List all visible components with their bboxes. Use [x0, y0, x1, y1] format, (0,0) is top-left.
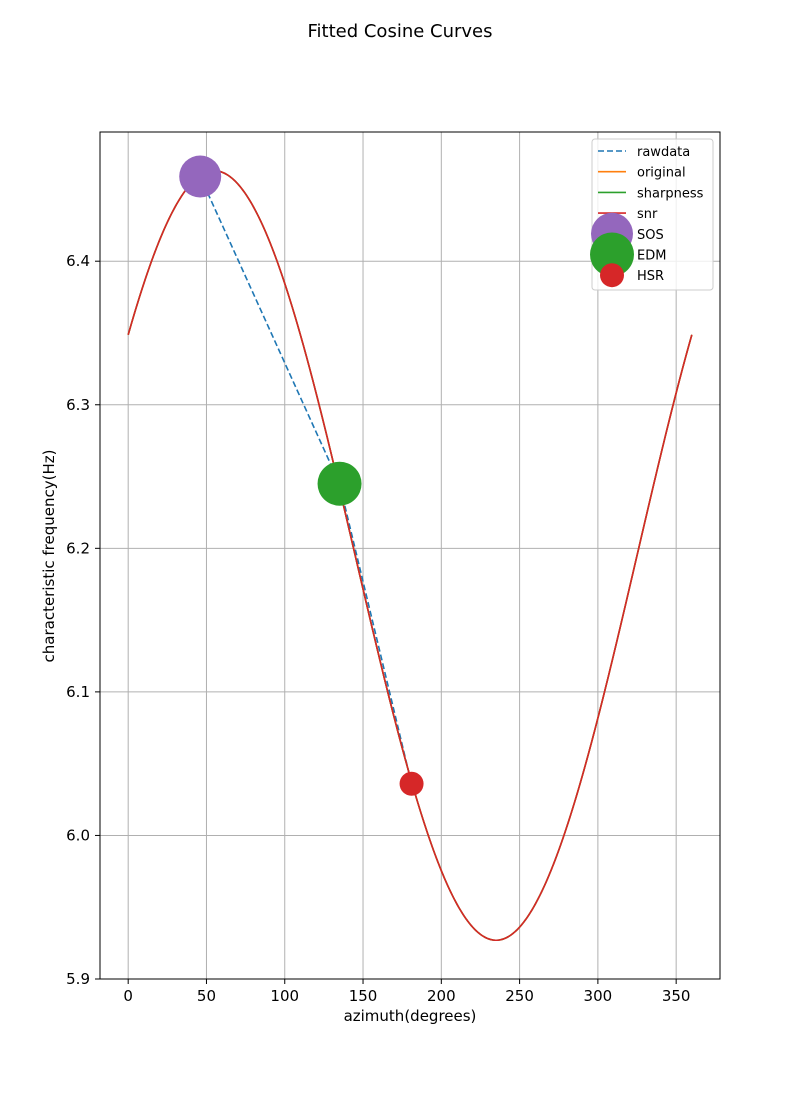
x-tick-label: 50	[197, 987, 216, 1005]
legend-swatch-hsr	[600, 263, 624, 288]
x-axis-label: azimuth(degrees)	[344, 1007, 477, 1025]
series-line-rawdata	[199, 176, 413, 784]
legend-label-original: original	[637, 166, 686, 181]
y-axis-label: characteristic frequency(Hz)	[40, 450, 58, 663]
legend-label-sharpness: sharpness	[637, 186, 704, 201]
y-tick-label: 6.4	[66, 252, 90, 270]
axes-frame	[99, 131, 721, 980]
ticks: 0 50 100 150 200 250 300 350 5.9 6.0 6.1 6.2 6.3 6.4	[66, 252, 690, 1005]
y-tick-label: 6.1	[66, 683, 90, 701]
legend-label-snr: snr	[637, 207, 658, 222]
x-tick-label: 0	[123, 987, 133, 1005]
x-tick-label: 300	[584, 987, 613, 1005]
x-tick-label: 100	[270, 987, 299, 1005]
y-tick-label: 6.2	[66, 539, 90, 557]
legend-label-sos: SOS	[637, 228, 664, 243]
x-tick-label: 350	[662, 987, 691, 1005]
y-tick-label: 5.9	[66, 970, 90, 988]
legend-label-rawdata: rawdata	[637, 145, 690, 160]
marker-hsr	[399, 771, 424, 796]
marker-edm	[317, 461, 362, 506]
legend-swatch-edm	[590, 232, 634, 277]
x-tick-label: 200	[427, 987, 456, 1005]
chart-title: Fitted Cosine Curves	[307, 21, 492, 42]
x-tick-label: 150	[349, 987, 378, 1005]
legend-label-hsr: HSR	[637, 269, 664, 284]
plot-area	[127, 155, 693, 942]
marker-sos	[179, 155, 222, 198]
x-tick-label: 250	[505, 987, 534, 1005]
legend: rawdata original sharpness snr SOS EDM HSR	[590, 138, 714, 291]
y-tick-label: 6.0	[66, 826, 90, 844]
y-tick-label: 6.3	[66, 396, 90, 414]
legend-label-edm: EDM	[637, 249, 666, 264]
